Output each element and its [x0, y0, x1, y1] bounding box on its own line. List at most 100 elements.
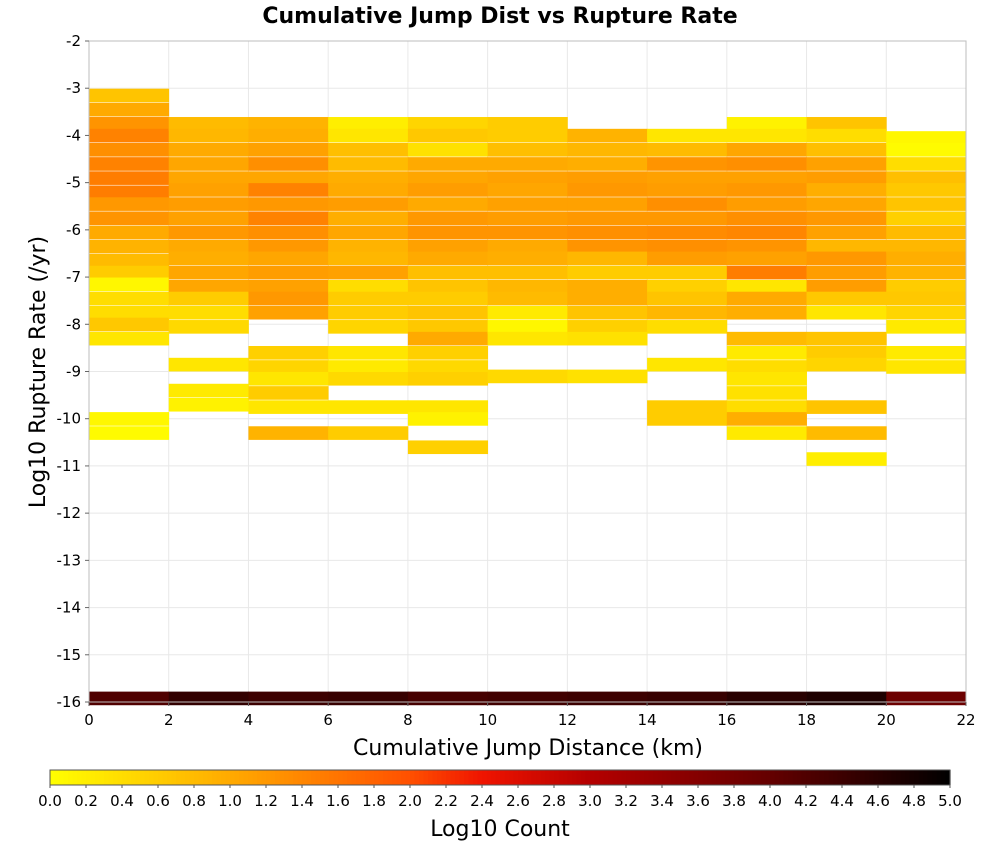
colorbar-segment — [882, 770, 888, 785]
heatmap-cell — [89, 331, 170, 346]
heatmap-cell — [89, 117, 170, 131]
heatmap-cell — [487, 211, 568, 226]
heatmap-cell — [726, 400, 807, 414]
heatmap-cell — [89, 277, 170, 292]
heatmap-cell — [89, 142, 170, 157]
colorbar-segment — [378, 770, 384, 785]
colorbar-segment — [603, 770, 609, 785]
colorbar-segment — [693, 770, 699, 785]
heatmap-cell — [168, 157, 249, 171]
heatmap-cell — [168, 265, 249, 280]
x-tick-label: 14 — [638, 711, 657, 729]
colorbar-segment — [698, 770, 704, 785]
heatmap-cell — [407, 360, 489, 374]
heatmap-cell — [726, 426, 807, 440]
colorbar-tick-label: 3.6 — [686, 792, 710, 810]
colorbar-segment — [266, 770, 272, 785]
colorbar-segment — [410, 770, 416, 785]
colorbar-segment — [99, 770, 105, 785]
colorbar-segment — [869, 770, 875, 785]
heatmap-cell — [647, 320, 728, 334]
colorbar-tick-label: 2.4 — [470, 792, 494, 810]
heatmap-cell — [407, 251, 489, 266]
colorbar-segment — [54, 770, 60, 785]
heatmap-cell — [647, 691, 728, 706]
heatmap-cell — [726, 371, 807, 386]
colorbar-segment — [158, 770, 164, 785]
colorbar-segment — [68, 770, 74, 785]
heatmap-cell — [168, 397, 249, 412]
x-tick-label: 10 — [478, 711, 497, 729]
heatmap-cell — [886, 157, 967, 171]
y-tick-label: -7 — [66, 268, 81, 286]
y-tick-label: -3 — [66, 79, 81, 97]
colorbar-segment — [365, 770, 371, 785]
heatmap-cell — [806, 251, 887, 266]
y-tick-label: -13 — [57, 551, 82, 569]
heatmap-cell — [328, 171, 409, 185]
heatmap-cell — [886, 691, 967, 706]
colorbar: 0.0 0.2 0.4 0.6 0.8 1.0 1.2 1.4 1.6 1.8 2.0 2.2 2.4 2… — [38, 769, 962, 810]
colorbar-segment — [527, 770, 533, 785]
heatmap-cell — [886, 346, 967, 360]
colorbar-segment — [419, 770, 425, 785]
colorbar-segment — [617, 770, 623, 785]
heatmap-cell — [886, 239, 967, 254]
heatmap-cell — [248, 183, 329, 197]
x-tick-label: 20 — [877, 711, 896, 729]
heatmap-cell — [726, 225, 807, 240]
heatmap-cell — [89, 225, 170, 240]
colorbar-segment — [230, 770, 236, 785]
colorbar-tick-label: 5.0 — [938, 792, 962, 810]
heatmap-cell — [806, 426, 887, 440]
colorbar-segment — [945, 770, 951, 785]
heatmap-cell — [407, 128, 489, 143]
colorbar-segment — [644, 770, 650, 785]
y-tick-label: -5 — [66, 174, 81, 192]
heatmap-cell — [726, 171, 807, 185]
heatmap-cell — [407, 142, 489, 157]
heatmap-cell — [248, 346, 329, 360]
colorbar-segment — [540, 770, 546, 785]
colorbar-segment — [932, 770, 938, 785]
heatmap-cell — [248, 360, 329, 374]
heatmap-cell — [726, 157, 807, 171]
colorbar-border — [49, 769, 951, 786]
colorbar-tick-label: 1.8 — [362, 792, 386, 810]
heatmap-cell — [567, 157, 648, 171]
colorbar-segment — [873, 770, 879, 785]
colorbar-segment — [108, 770, 114, 785]
heatmap-cell — [168, 691, 249, 706]
x-tick-label: 2 — [164, 711, 174, 729]
colorbar-tick-label: 3.4 — [650, 792, 674, 810]
heatmap-cell — [726, 197, 807, 211]
heatmap-cell — [328, 279, 409, 294]
heatmap-cell — [407, 371, 489, 386]
heatmap-cell — [886, 183, 967, 197]
heatmap-cell — [328, 225, 409, 240]
colorbar-segment — [212, 770, 218, 785]
colorbar-segment — [117, 770, 123, 785]
colorbar-segment — [716, 770, 722, 785]
colorbar-segment — [297, 770, 303, 785]
heatmap-cell — [168, 183, 249, 197]
heatmap-cell — [806, 128, 887, 143]
heatmap-cell — [248, 171, 329, 185]
colorbar-segment — [198, 770, 204, 785]
colorbar-tick-label: 0.2 — [74, 792, 98, 810]
colorbar-tick-label: 4.2 — [794, 792, 818, 810]
colorbar-segment — [495, 770, 501, 785]
heatmap-cell — [487, 691, 568, 706]
heatmap-cell — [886, 251, 967, 266]
heatmap-cell — [89, 412, 170, 426]
colorbar-segment — [243, 770, 249, 785]
heatmap-cell — [726, 142, 807, 157]
heatmap-cell — [407, 691, 489, 706]
heatmap-cell — [328, 211, 409, 226]
colorbar-segment — [941, 770, 947, 785]
colorbar-segment — [248, 770, 254, 785]
heatmap-cell — [806, 157, 887, 171]
heatmap-cell — [487, 225, 568, 240]
heatmap-cell — [886, 171, 967, 185]
colorbar-segment — [86, 770, 92, 785]
